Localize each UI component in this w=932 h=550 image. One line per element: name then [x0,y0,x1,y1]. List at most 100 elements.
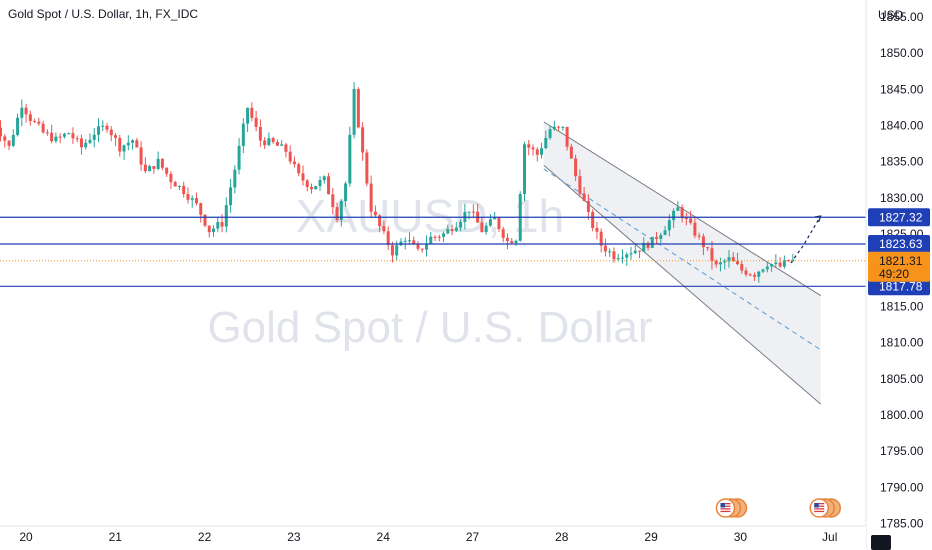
x-tick-label: Jul [822,530,837,544]
candle-body [390,245,394,256]
candle-body [718,262,722,265]
time-axis-bg [0,526,866,550]
candle [659,232,663,243]
candle [569,143,573,159]
candle [267,132,271,147]
candle [288,145,292,165]
candle-body [199,203,203,215]
candle-body [612,251,616,260]
candle [778,256,782,268]
candle-body [778,262,782,267]
candle-body [156,158,160,169]
candle [386,226,390,251]
candle-body [442,233,446,237]
level-tag-bg [868,234,930,253]
candle [561,126,565,131]
candle [603,238,607,257]
y-tick-label: 1855.00 [880,10,924,24]
candle-body [263,140,267,146]
candle [190,195,194,208]
candle-body [344,183,348,202]
candle-body [693,222,697,236]
candle [331,187,335,215]
candle [365,149,369,187]
x-tick-label: 21 [109,530,123,544]
candle [765,261,769,273]
candle-body [369,183,373,212]
us-flag-event-icon[interactable] [715,498,748,518]
candle-body [365,152,369,184]
x-tick-label: 27 [466,530,480,544]
us-flag-event-icon[interactable] [809,498,841,518]
candle [348,126,352,187]
candle [254,110,258,132]
candle [75,135,79,143]
candle [50,124,54,144]
candle [595,221,599,240]
candle-body [748,274,752,276]
candle [212,225,216,237]
flag-canton [720,503,725,508]
candle-body [24,107,28,115]
candle-body [403,240,407,242]
candle [446,224,450,235]
candle [471,204,475,219]
candle-body [787,260,791,262]
candle [518,191,522,242]
candle-body [493,218,497,220]
candle-body [467,211,471,213]
candle [79,134,83,155]
candle [727,249,731,268]
candle [390,241,394,263]
candle [531,144,535,156]
y-tick-label: 1835.00 [880,155,924,169]
candle-body [552,126,556,130]
flag-stripe [814,510,825,513]
candle [344,181,348,207]
flag-field [814,503,825,513]
candle [71,127,75,144]
channel-fill [543,121,821,405]
candle [510,237,514,244]
candle-body [139,147,143,165]
candle-body [190,198,194,200]
y-tick-label: 1810.00 [880,336,924,350]
candle-body [216,222,220,229]
y-axis-ticks: 1855.00 1850.00 1845.00 1840.00 1835.00 1830.… [880,10,924,531]
candle [45,129,49,136]
candle-body [92,134,96,140]
candle-body [774,262,778,265]
level-tag-bg [868,208,930,227]
candle-body [292,161,296,165]
candle-body [0,127,3,137]
candle-body [484,225,488,233]
candle-body [535,149,539,155]
candle [620,249,624,264]
candle-body [761,269,765,272]
candle [429,231,433,245]
candle-body [169,173,173,183]
candle [199,202,203,223]
candle [757,270,761,283]
candle-body [241,123,245,146]
candle [169,171,173,189]
candle-body [757,271,761,277]
x-tick-label: 20 [19,530,33,544]
candle [740,260,744,274]
candle-body [706,247,710,249]
candle [67,132,71,135]
candle [297,162,301,177]
candle-body [505,237,509,242]
candle [540,142,544,159]
candle [770,263,774,272]
candle [467,211,471,220]
candle-body [254,117,258,127]
candle-body [557,126,561,128]
candle [407,232,411,245]
projection-path [790,215,822,264]
candle [28,110,32,126]
level-tag: 1823.63 [868,234,930,253]
y-tick-label: 1790.00 [880,480,924,494]
candle-body [714,260,718,265]
